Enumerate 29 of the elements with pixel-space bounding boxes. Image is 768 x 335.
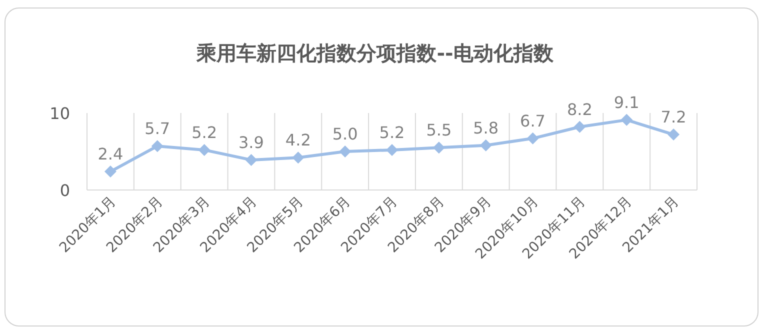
chart-title: 乘用车新四化指数分项指数--电动化指数	[196, 41, 554, 65]
data-label: 9.1	[614, 92, 640, 112]
point	[386, 144, 398, 156]
y-tick-label: 0	[60, 181, 70, 200]
point	[245, 154, 258, 166]
data-label: 5.2	[379, 122, 405, 142]
data-label: 2.4	[98, 144, 124, 164]
data-label: 5.5	[426, 120, 452, 140]
y-tick-label: 10	[50, 104, 70, 123]
point	[198, 144, 210, 156]
data-label: 5.0	[332, 124, 358, 144]
point	[432, 142, 445, 154]
point	[526, 132, 539, 144]
point	[620, 114, 633, 126]
data-label: 5.2	[192, 122, 218, 142]
data-label: 5.8	[473, 118, 499, 138]
point	[339, 146, 352, 158]
data-label: 6.7	[520, 111, 546, 130]
data-label: 7.2	[660, 108, 686, 127]
point	[574, 120, 586, 133]
data-label: 4.2	[285, 130, 311, 150]
point	[151, 140, 164, 152]
data-label: 3.9	[238, 132, 264, 152]
point	[480, 139, 492, 152]
data-label: 8.2	[566, 100, 592, 119]
point	[104, 166, 116, 178]
point	[292, 152, 304, 164]
data-label: 5.7	[144, 119, 170, 138]
point	[668, 128, 680, 141]
